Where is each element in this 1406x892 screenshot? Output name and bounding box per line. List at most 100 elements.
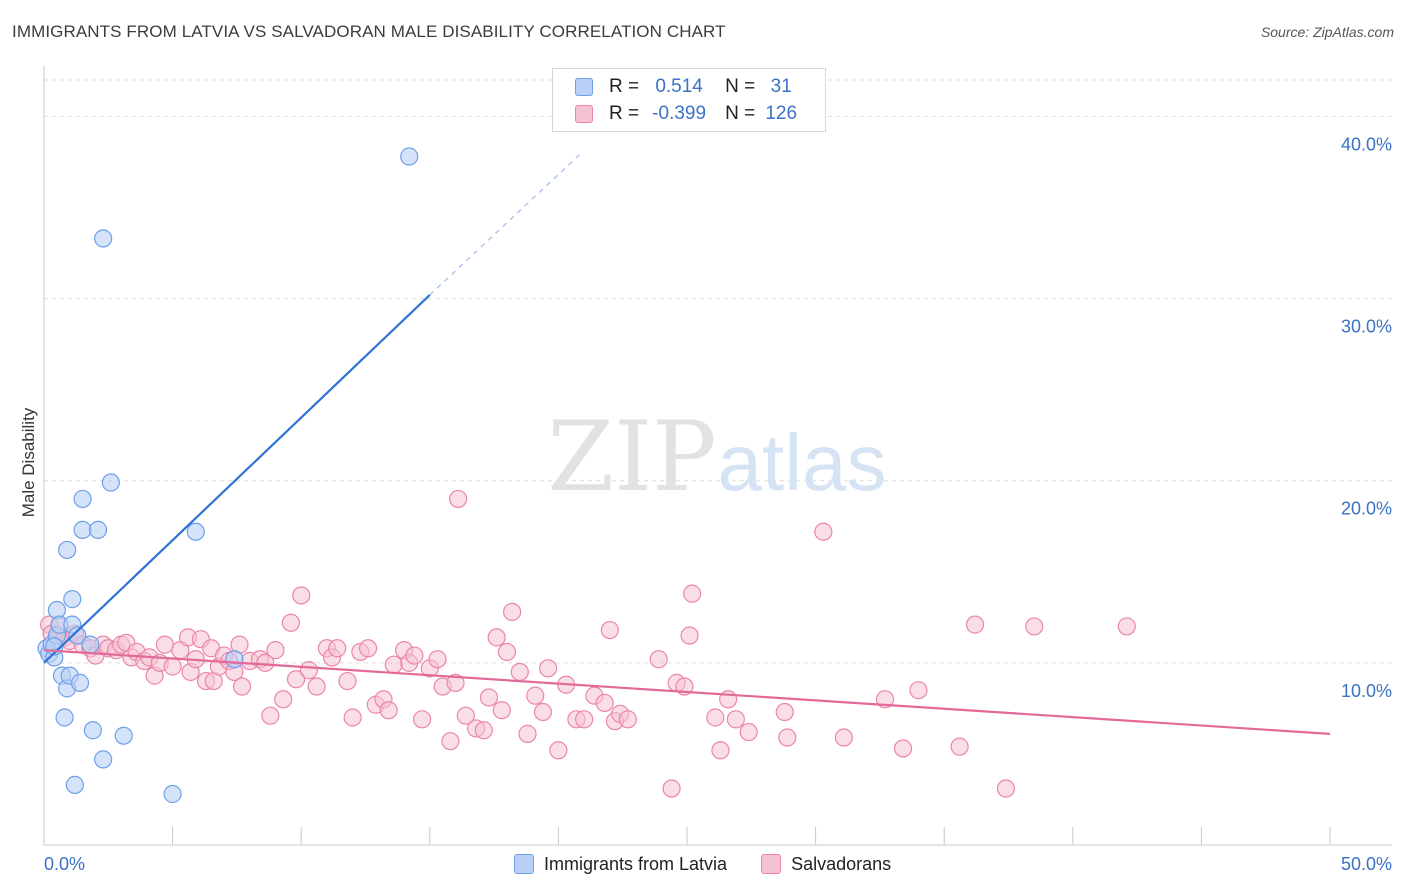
salvadorans-point [950,737,969,756]
salvadorans-point [662,779,681,798]
salvadorans-point [299,661,319,680]
salvadorans-swatch [761,854,782,874]
gridlines [44,79,1392,664]
salvadorans-points [40,489,1136,798]
salvadorans-point [358,639,378,658]
x-tick-label: 50.0% [1341,854,1392,874]
salvadorans-point [343,708,362,727]
n-label: N = [725,76,756,97]
salvadorans-point [155,635,174,654]
salvadorans-point [649,650,668,669]
salvadorans-point [448,489,468,509]
salvadorans-point [379,701,398,720]
n-value: 31 [770,76,792,97]
legend-row-salvadorans: R = -0.399 N = 126 [575,102,807,126]
latvia-trend-extension [429,152,582,296]
salvadorans-point [834,728,853,747]
salvadorans-point [412,710,432,729]
salvadorans-point [549,741,568,760]
y-tick-label: 40.0% [1341,134,1392,154]
salvadorans-point [274,690,293,709]
salvadorans-point [965,615,985,634]
salvadorans-point [492,701,511,720]
salvadorans-point [405,646,424,665]
legend-label: Immigrants from Latvia [544,853,728,874]
y-tick-label: 30.0% [1341,317,1392,337]
salvadorans-trend-line [43,649,1331,735]
watermark-zip: ZIP [547,401,716,513]
salvadorans-point [474,721,493,740]
latvia-swatch [514,854,534,874]
salvadorans-point [441,732,460,751]
n-label: N = [725,103,756,124]
salvadorans-point [428,650,447,669]
source-label: Source: ZipAtlas.com [1260,24,1394,40]
salvadorans-swatch [575,105,593,123]
latvia-point [94,229,113,248]
r-value: 0.514 [655,76,703,97]
salvadorans-point [526,686,545,705]
salvadorans-point [814,522,833,541]
latvia-point [55,708,74,727]
legend-item-latvia[interactable]: Immigrants from Latvia [514,854,727,875]
salvadorans-point [487,628,506,647]
latvia-point [94,750,113,769]
salvadorans-point [683,584,702,603]
salvadorans-point [1025,617,1044,636]
latvia-point [88,520,108,539]
axis-labels: 10.0% 20.0% 30.0% 40.0% 0.0% 50.0% Male Disabi… [19,134,1392,874]
x-tick-label: 0.0% [44,854,85,874]
correlation-legend: R = 0.514 N = 31 R = -0.399 N = 126 [552,68,826,132]
watermark-atlas: atlas [718,418,887,507]
salvadorans-point [539,659,558,678]
latvia-point [163,784,182,804]
salvadorans-point [307,677,326,696]
salvadorans-point [510,662,529,682]
salvadorans-point [726,710,745,729]
salvadorans-point [446,673,465,692]
salvadorans-point [456,706,475,725]
salvadorans-point [163,657,182,676]
salvadorans-point [479,688,499,707]
latvia-point [58,540,77,560]
axes [43,66,1392,846]
salvadorans-point [706,708,725,727]
salvadorans-point [575,710,594,729]
latvia-point [186,522,205,541]
salvadorans-point [533,702,553,722]
latvia-point [114,726,133,745]
y-tick-label: 20.0% [1341,499,1392,519]
series-legend: Immigrants from Latvia Salvadorans [514,852,925,876]
chart-title: IMMIGRANTS FROM LATVIA VS SALVADORAN MAL… [12,22,726,41]
latvia-swatch [575,78,593,96]
r-label: R = [609,76,640,97]
legend-item-salvadorans[interactable]: Salvadorans [761,854,891,875]
latvia-point [400,147,419,166]
salvadorans-point [909,681,928,700]
salvadorans-point [338,671,357,691]
n-value: 126 [765,103,798,124]
latvia-point [101,473,120,492]
salvadorans-point [893,739,913,758]
salvadorans-point [775,702,794,722]
y-axis-label: Male Disability [19,407,38,517]
salvadorans-point [266,641,285,660]
salvadorans-point [328,639,347,658]
salvadorans-point [595,693,614,713]
legend-label: Salvadorans [791,853,892,874]
latvia-point [225,650,244,669]
latvia-points [37,147,419,804]
salvadorans-point [618,710,637,729]
r-label: R = [609,103,640,124]
salvadorans-point [739,722,758,742]
salvadorans-point [680,626,699,645]
latvia-point [70,673,90,692]
salvadorans-point [281,613,301,632]
salvadorans-point [286,670,306,689]
r-value: -0.399 [652,103,707,124]
latvia-point [68,626,87,645]
salvadorans-point [497,642,517,662]
latvia-trend-line [43,294,431,664]
salvadorans-point [292,586,311,605]
salvadorans-point [711,741,730,760]
